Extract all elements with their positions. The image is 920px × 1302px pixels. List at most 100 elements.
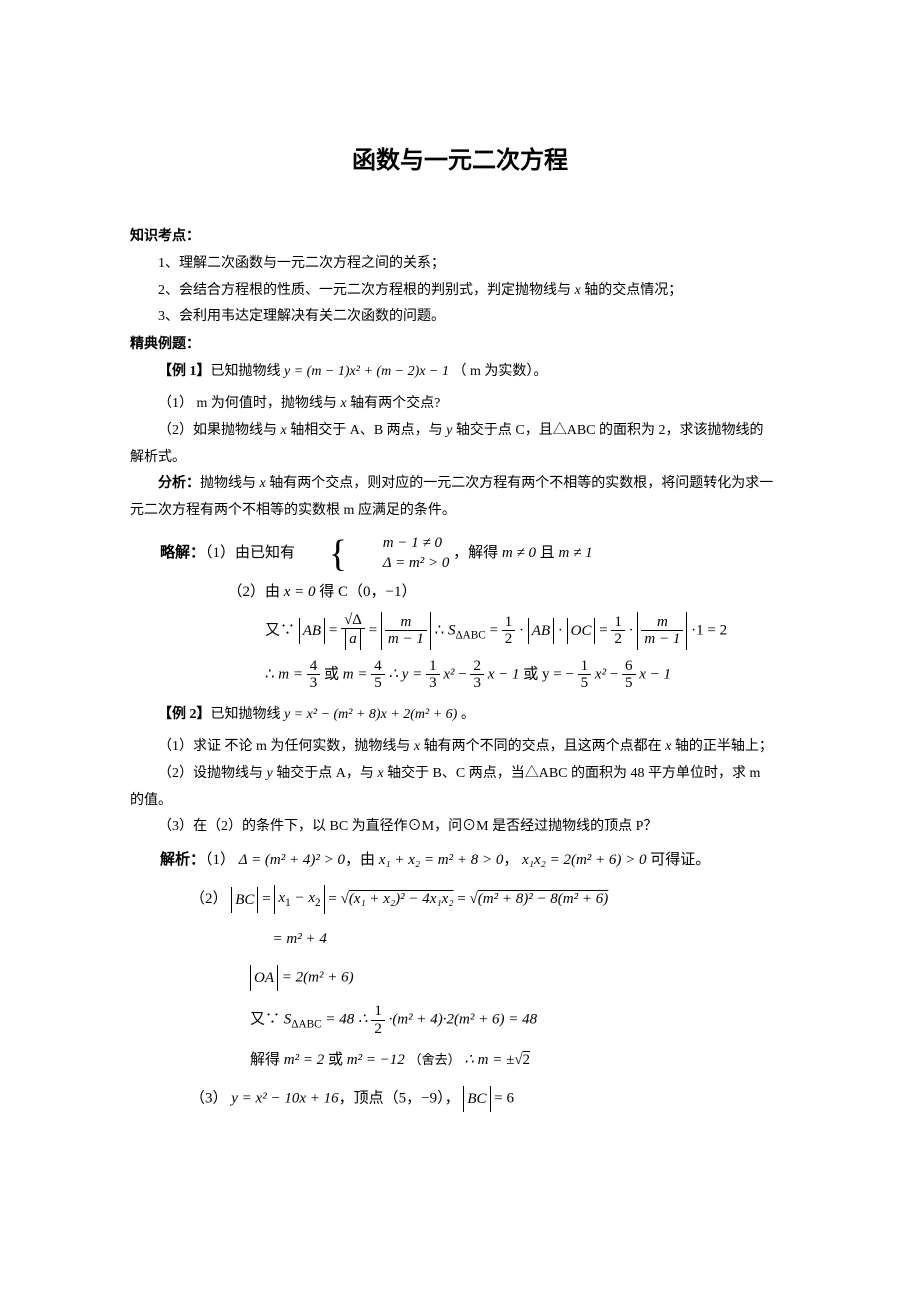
text: 抛物线与 <box>200 476 260 491</box>
or: 或 <box>324 666 343 682</box>
top: 1 <box>502 614 516 632</box>
text: （ m 为实数）。 <box>452 364 547 379</box>
frac: √Δa <box>341 612 365 650</box>
abs-AB: AB <box>299 618 325 645</box>
frac-half: 12 <box>371 1003 385 1037</box>
sqrt-icon: √ <box>470 891 478 907</box>
example-2-label: 【例 2】 <box>158 707 211 722</box>
or: 或 y = − <box>523 666 577 682</box>
top: m <box>641 614 683 632</box>
text: ，由 <box>345 852 379 868</box>
text: 轴交于点 C，且△ABC 的面积为 2，求该抛物线的 <box>452 423 763 438</box>
frac: 43 <box>307 658 321 692</box>
ex1-solution-1: 略解：（1）由已知有 { m − 1 ≠ 0 Δ = m² > 0 ，解得 m … <box>130 534 790 573</box>
top: 1 <box>371 1003 385 1021</box>
result: ∴ m = ± <box>464 1052 514 1068</box>
dot: · <box>629 622 634 638</box>
text: 又∵ <box>250 1012 284 1028</box>
example-1-intro: 【例 1】已知抛物线 y = (m − 1)x² + (m − 2)x − 1 … <box>130 359 790 386</box>
text: （3） <box>190 1090 231 1106</box>
text: （2）如果抛物线与 <box>158 423 281 438</box>
dot: · <box>519 622 524 638</box>
ex2-sol-2a: （2） BC = x1 − x2 = √(x₁ + x₂)² − 4x₁x₂ =… <box>190 885 790 914</box>
sys-bot: Δ = m² > 0 <box>353 554 450 574</box>
eq: = <box>262 891 274 907</box>
math: x₁x₂ = 2(m² + 6) > 0 <box>522 852 646 868</box>
top: 4 <box>307 658 321 676</box>
ex2-q2: （2）设抛物线与 y 轴交于点 A，与 x 轴交于 B、C 两点，当△ABC 的… <box>130 761 790 788</box>
bot: 5 <box>371 675 385 692</box>
bot: 2 <box>502 631 516 648</box>
bot: 2 <box>371 1021 385 1038</box>
bot: 5 <box>622 675 636 692</box>
analysis-label: 分析： <box>158 476 200 491</box>
math: x₁ + x₂ = m² + 8 > 0 <box>379 852 504 868</box>
sqrt-icon: √ <box>341 891 349 907</box>
abs-frac: mm − 1 <box>637 612 687 650</box>
solution-label: 略解： <box>160 545 205 561</box>
x2: x² <box>595 666 606 682</box>
val: = 6 <box>491 1090 514 1106</box>
text: 轴相交于 A、B 两点，与 <box>287 423 446 438</box>
m-eq: m = <box>278 666 306 682</box>
bullet-2: 2、会结合方程根的性质、一元二次方程根的判别式，判定抛物线与 x 轴的交点情况； <box>130 278 790 305</box>
bot: 3 <box>470 675 484 692</box>
bot: 3 <box>426 675 440 692</box>
sub: ΔABC <box>291 1019 321 1031</box>
ex1-solution-2a: （2）由 x = 0 得 C（0，−1） <box>228 581 791 604</box>
ex2-sol-3: （3） y = x² − 10x + 16，顶点（5，−9）， BC = 6 <box>190 1086 790 1113</box>
text: = 48 ∴ <box>325 1012 371 1028</box>
top: 1 <box>426 658 440 676</box>
frac: 13 <box>426 658 440 692</box>
text: 可得证。 <box>647 852 711 868</box>
m-eq: m = <box>343 666 371 682</box>
sub: ΔABC <box>455 629 485 641</box>
text: AB <box>303 623 321 639</box>
abs-AB: AB <box>528 618 554 645</box>
bot: m − 1 <box>385 631 427 648</box>
eq: = <box>599 622 611 638</box>
eq: = <box>329 622 341 638</box>
example-1-label: 【例 1】 <box>158 364 211 379</box>
abs-frac: mm − 1 <box>381 612 431 650</box>
ex2-sol-2c: OA = 2(m² + 6) <box>250 965 790 992</box>
abs-BC: BC <box>231 887 258 914</box>
or: 或 <box>328 1052 347 1068</box>
sqrt-icon: √ <box>514 1052 522 1068</box>
text: 解得 <box>250 1052 284 1068</box>
sqrt-content: (x₁ + x₂)² − 4x₁x₂ <box>349 888 454 911</box>
bot: 2 <box>611 631 625 648</box>
bot: a <box>341 629 365 650</box>
y-eq: ∴ y = <box>389 666 427 682</box>
therefore: ∴ <box>435 622 448 638</box>
tail: x − 1 <box>488 666 520 682</box>
text: 2、会结合方程根的性质、一元二次方程根的判别式，判定抛物线与 <box>158 283 575 298</box>
top: m <box>385 614 427 632</box>
x2: x² <box>443 666 454 682</box>
ex2-sol-1: 解析：（1） Δ = (m² + 4)² > 0，由 x₁ + x₂ = m² … <box>130 849 790 872</box>
ex1-analysis-cont: 元二次方程有两个不相等的实数根 m 应满足的条件。 <box>130 498 790 525</box>
text: 已知抛物线 <box>211 364 285 379</box>
text: 轴交于点 A，与 <box>273 766 378 781</box>
text: 已知抛物线 <box>211 707 285 722</box>
text: 轴有两个交点，则对应的一元二次方程有两个不相等的实数根，将问题转化为求一 <box>266 476 774 491</box>
eq: = <box>457 891 469 907</box>
ex2-sol-2d: 又∵ SΔABC = 48 ∴ 12 ·(m² + 4)·2(m² + 6) =… <box>250 1003 790 1037</box>
text: 。 <box>457 707 475 722</box>
ex1-q1: （1） m 为何值时，抛物线与 x 轴有两个交点? <box>130 391 790 418</box>
equation: y = (m − 1)x² + (m − 2)x − 1 <box>284 364 449 379</box>
math: x = 0 <box>284 584 316 600</box>
abs-x1x2: x1 − x2 <box>274 885 324 914</box>
frac: 45 <box>371 658 385 692</box>
tail: x − 1 <box>639 666 671 682</box>
ex1-q2: （2）如果抛物线与 x 轴相交于 A、B 两点，与 y 轴交于点 C，且△ABC… <box>130 418 790 445</box>
eq: = <box>328 891 340 907</box>
text: ，顶点（5，−9）， <box>339 1090 460 1106</box>
minus: − <box>610 666 622 682</box>
text: （1）求证 不论 m 为任何实数，抛物线与 <box>158 739 414 754</box>
abs-OA: OA <box>250 965 278 992</box>
text: 轴的正半轴上； <box>671 739 773 754</box>
section-header-2: 精典例题： <box>130 333 790 353</box>
eq: = <box>369 622 381 638</box>
bullet-1: 1、理解二次函数与一元二次方程之间的关系； <box>130 251 790 278</box>
